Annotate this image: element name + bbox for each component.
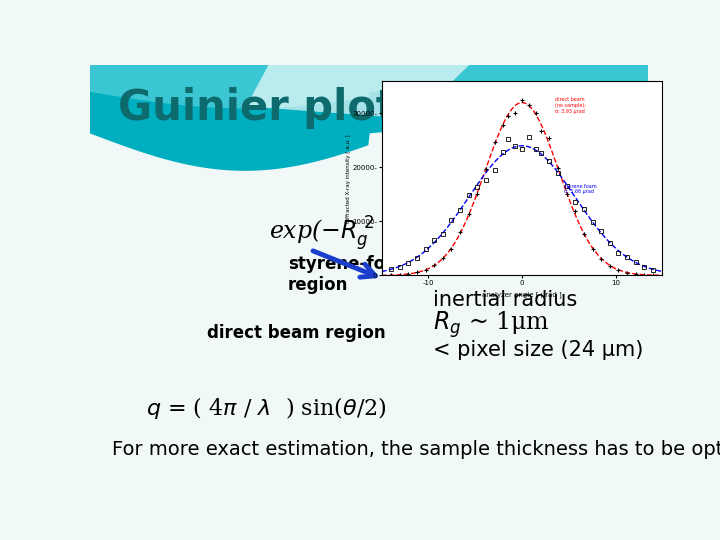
Polygon shape [90,65,648,109]
Polygon shape [246,65,469,119]
Text: direct beam
(no sample);
σ: 3.93 μrad: direct beam (no sample); σ: 3.93 μrad [554,97,585,114]
Polygon shape [90,65,648,171]
Text: $q$ = ( 4$\pi$ / $\lambda$  ) sin($\theta$/2): $q$ = ( 4$\pi$ / $\lambda$ ) sin($\theta… [145,395,387,421]
Text: direct beam region: direct beam region [207,324,386,342]
Text: styrene foam
σ: 5.66 μrad: styrene foam σ: 5.66 μrad [564,184,597,194]
Text: exp($-R_g^{\ 2}$ $q^2$/3): exp($-R_g^{\ 2}$ $q^2$/3) [269,214,443,253]
Text: Guinier plot: Guinier plot [118,87,396,130]
Text: inertial radius: inertial radius [433,290,577,310]
Text: $R_g$ ~ 1μm: $R_g$ ~ 1μm [433,309,550,340]
Text: < pixel size (24 μm): < pixel size (24 μm) [433,340,644,360]
Y-axis label: diffracted X-ray intensity [ a.u. ]: diffracted X-ray intensity [ a.u. ] [346,134,351,222]
Text: styrene-foam
region: styrene-foam region [288,255,414,294]
Text: For more exact estimation, the sample thickness has to be optimized.: For more exact estimation, the sample th… [112,440,720,459]
X-axis label: analyzer angle [ μrad ]: analyzer angle [ μrad ] [482,291,562,298]
